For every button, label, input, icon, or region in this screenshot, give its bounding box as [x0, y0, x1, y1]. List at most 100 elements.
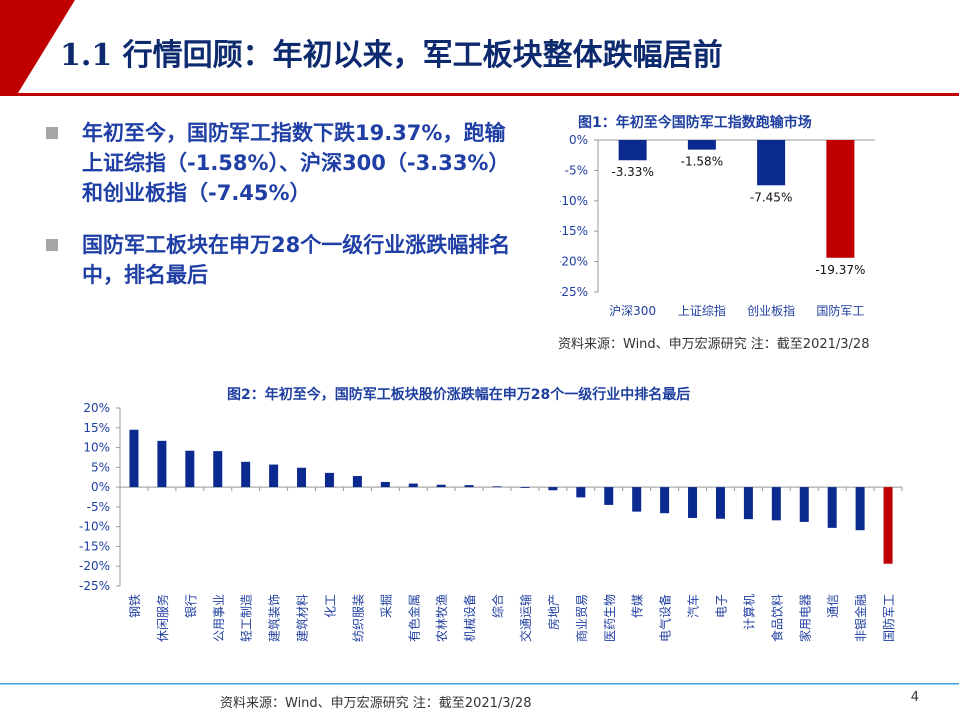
bar-0	[618, 140, 647, 161]
y-tick-label: 0%	[91, 480, 110, 494]
y-tick-label: 5%	[91, 460, 110, 474]
bar-26	[855, 487, 865, 531]
bar-9	[380, 481, 390, 488]
x-tick-label: 交通运输	[518, 594, 533, 642]
y-tick-label: -5%	[565, 163, 588, 177]
x-tick-label: 传媒	[630, 594, 645, 618]
x-tick-label: 轻工制造	[240, 594, 254, 642]
bar-20	[688, 487, 698, 518]
x-tick-label: 家用电器	[797, 594, 812, 642]
y-tick-label: -5%	[87, 500, 110, 514]
figure2-chart: 20% 15% 10% 5% 0% -5% -10% -15% -20% -25% 钢铁 休闲服务 银行…	[79, 401, 903, 642]
x-tick-label: 建筑材料	[295, 594, 310, 642]
x-tick-label: 房地产	[546, 594, 561, 630]
x-tick-label: 沪深300	[609, 304, 656, 318]
y-tick-label: -25%	[79, 579, 110, 593]
bullet-item: 国防军工板块在申万28个一级行业涨跌幅排名中，排名最后	[40, 230, 520, 290]
x-tick-label: 机械设备	[462, 594, 477, 642]
bullet-list: 年初至今，国防军工指数下跌19.37%，跑输上证综指（-1.58%）、沪深300…	[40, 118, 520, 312]
y-tick-label: 20%	[83, 401, 110, 415]
page-number: 4	[910, 690, 919, 705]
data-label: -7.45%	[750, 190, 792, 204]
x-tick-label: 国防军工	[881, 594, 896, 642]
data-label: -19.37%	[815, 263, 865, 277]
x-tick-label: 采掘	[378, 594, 393, 618]
bar-22	[743, 487, 753, 520]
bar-24	[799, 487, 809, 522]
footer-source: 资料来源：Wind、申万宏源研究 注：截至2021/3/28	[220, 696, 532, 711]
bullet-square-icon	[46, 239, 58, 251]
bar-16	[576, 487, 586, 498]
x-tick-label: 上证综指	[678, 303, 726, 318]
x-tick-label: 食品饮料	[769, 594, 784, 642]
bullet-item: 年初至今，国防军工指数下跌19.37%，跑输上证综指（-1.58%）、沪深300…	[40, 118, 520, 208]
bar-14	[520, 487, 530, 488]
bar-7	[324, 472, 334, 488]
bar-1	[687, 140, 716, 150]
y-tick-label: 15%	[83, 421, 110, 435]
bar-0	[129, 429, 139, 488]
bar-13	[492, 486, 502, 488]
x-tick-label: 商业贸易	[574, 594, 589, 642]
bar-3	[826, 140, 855, 258]
data-label: -3.33%	[611, 165, 653, 179]
figure1-source: 资料来源：Wind、申万宏源研究 注：截至2021/3/28	[558, 337, 870, 352]
x-tick-label: 建筑装饰	[267, 594, 282, 642]
bar-2	[185, 450, 195, 488]
bullet-text: 年初至今，国防军工指数下跌19.37%，跑输上证综指（-1.58%）、沪深300…	[82, 121, 510, 205]
y-tick-label: -10%	[79, 520, 110, 534]
bar-5	[269, 464, 279, 488]
bar-21	[715, 487, 725, 519]
y-tick-label: 0%	[569, 133, 588, 147]
y-tick-label: -20%	[79, 559, 110, 573]
y-tick-label: -20%	[560, 255, 588, 269]
x-tick-label: 医药生物	[603, 594, 617, 642]
x-tick-label: 计算机	[741, 594, 756, 630]
x-tick-label: 农林牧渔	[435, 594, 449, 642]
bar-17	[604, 487, 614, 505]
x-tick-label: 创业板指	[747, 303, 795, 318]
x-tick-label: 国防军工	[816, 303, 864, 318]
bar-27	[883, 487, 893, 564]
x-tick-label: 非银金融	[853, 594, 868, 642]
x-tick-label: 银行	[184, 594, 198, 618]
footer-divider	[0, 683, 959, 685]
x-tick-label: 化工	[323, 594, 337, 618]
x-tick-label: 电气设备	[658, 594, 673, 642]
bar-6	[297, 467, 307, 488]
x-tick-label: 休闲服务	[155, 594, 170, 642]
bar-3	[213, 451, 223, 488]
bar-25	[827, 487, 837, 528]
figure1-chart: 0% -5% -10% -15% -20% -25% -3.33% 沪深300 -1.58% 上证…	[560, 133, 875, 318]
y-tick-label: 10%	[83, 441, 110, 455]
x-tick-label: 汽车	[686, 594, 701, 618]
y-tick-label: -15%	[560, 224, 588, 238]
figure2-title: 图2：年初至今，国防军工板块股价涨跌幅在申万28个一级行业中排名最后	[227, 387, 691, 403]
header-decoration	[0, 0, 959, 96]
bar-23	[771, 487, 781, 521]
bar-18	[632, 487, 642, 512]
x-tick-label: 综合	[490, 594, 505, 618]
page-title: 1.1 行情回顾：年初以来，军工板块整体跌幅居前	[60, 38, 723, 73]
bullet-text: 国防军工板块在申万28个一级行业涨跌幅排名中，排名最后	[82, 233, 511, 287]
x-tick-label: 钢铁	[128, 594, 142, 618]
bar-12	[464, 485, 474, 488]
bar-4	[241, 461, 251, 488]
x-tick-label: 通信	[826, 594, 840, 618]
y-tick-label: -15%	[79, 539, 110, 553]
bar-2	[757, 140, 786, 186]
bar-1	[157, 440, 167, 488]
bullet-square-icon	[46, 127, 58, 139]
bar-8	[352, 476, 362, 488]
x-tick-label: 纺织服装	[351, 594, 365, 642]
x-tick-label: 电子	[714, 594, 728, 618]
bar-15	[548, 487, 558, 491]
bar-19	[660, 487, 670, 514]
x-tick-label: 有色金属	[406, 594, 421, 642]
y-tick-label: -10%	[560, 194, 588, 208]
y-tick-label: -25%	[560, 285, 588, 299]
bar-11	[436, 484, 446, 488]
bar-10	[408, 483, 418, 488]
figure1-title: 图1：年初至今国防军工指数跑输市场	[578, 115, 812, 131]
x-tick-label: 公用事业	[212, 594, 226, 642]
